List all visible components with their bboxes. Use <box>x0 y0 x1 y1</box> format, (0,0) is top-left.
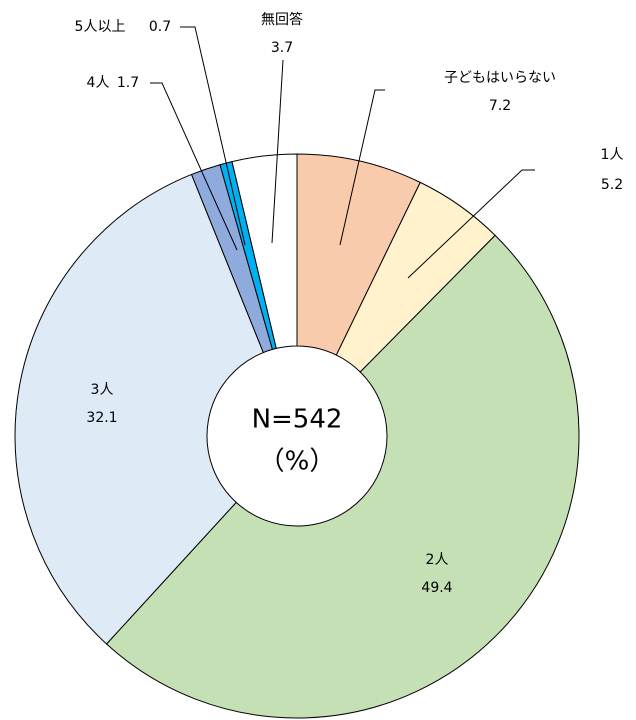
slice-label: 1人 <box>601 147 624 163</box>
value-label: 7.2 <box>489 98 511 114</box>
slice <box>105 234 580 719</box>
slice <box>14 173 264 645</box>
slice-label: 3人 <box>91 382 114 398</box>
value-label: 3.7 <box>271 40 293 56</box>
value-label: 0.7 <box>149 19 171 35</box>
value-label: 5.2 <box>601 177 623 193</box>
slice-label: 5人以上 <box>75 19 126 35</box>
slice-label: 無回答 <box>261 11 303 28</box>
center-unit: （%） <box>259 447 336 477</box>
leader-line <box>407 169 535 279</box>
leader-line <box>150 82 238 251</box>
value-label: 32.1 <box>86 410 117 426</box>
slice <box>231 153 298 350</box>
slice-label: 2人 <box>426 552 449 568</box>
center-text: N=542 <box>252 405 343 435</box>
slice-label: 4人 <box>87 75 110 91</box>
leader-line <box>271 59 284 244</box>
leader-line <box>339 89 385 246</box>
leader-line <box>180 26 246 246</box>
value-label: 49.4 <box>421 580 452 596</box>
slice-label: 子どもはいらない <box>444 70 556 86</box>
value-label: 1.7 <box>117 75 139 91</box>
